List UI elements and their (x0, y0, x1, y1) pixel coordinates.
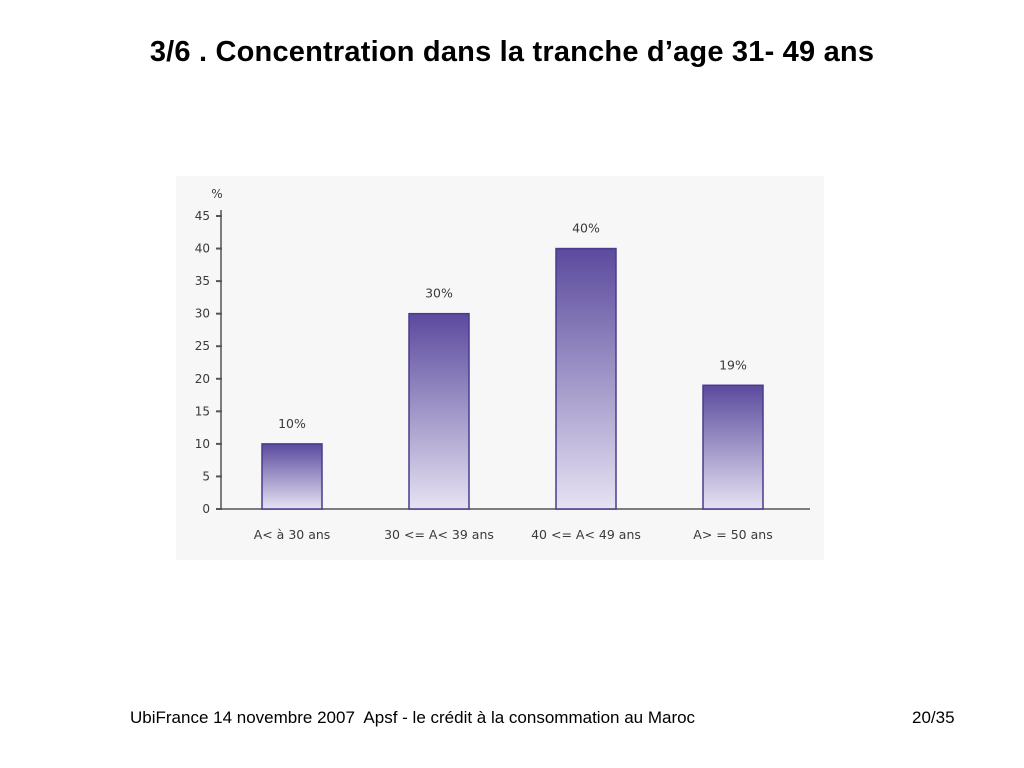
bar (408, 312, 470, 510)
bar (702, 384, 764, 510)
y-tick-label: 25 (195, 339, 210, 353)
y-tick-label: 30 (195, 307, 210, 321)
bar-value-label: 19% (719, 357, 747, 372)
chart-labels: 10% A< à 30 ans 30% 30 <= A< 39 ans 40% 40 <=… (254, 221, 773, 542)
y-tick-label: 20 (195, 372, 210, 386)
bar (261, 443, 323, 510)
y-tick-label: 5 (202, 469, 210, 483)
page-number: 20/35 (912, 708, 955, 727)
y-tick-label: 45 (195, 209, 210, 223)
y-tick-label: 10 (195, 437, 210, 451)
x-category-label: A< à 30 ans (254, 527, 331, 542)
y-tick-label: 40 (195, 242, 210, 256)
y-tick-label: 35 (195, 274, 210, 288)
bar (555, 247, 617, 510)
y-axis-unit-label: % (211, 187, 222, 201)
bar-value-label: 30% (425, 286, 453, 301)
bar-value-label: 40% (572, 221, 600, 236)
bar-chart: % 0 5 10 15 20 25 30 35 40 45 10% A< à 30 ans 30% 30 … (176, 176, 824, 560)
slide-title: 3/6 . Concentration dans la tranche d’ag… (149, 36, 875, 68)
y-tick-label: 0 (202, 502, 210, 516)
chart-canvas: % 0 5 10 15 20 25 30 35 40 45 10% A< à 30 ans 30% 30 … (195, 187, 810, 542)
y-tick-label: 15 (195, 404, 210, 418)
x-category-label: 40 <= A< 49 ans (531, 527, 641, 542)
slide-footer: UbiFrance 14 novembre 2007 Apsf - le cré… (130, 708, 696, 727)
x-category-label: A> = 50 ans (693, 527, 772, 542)
bar-value-label: 10% (278, 416, 306, 431)
chart-bars (261, 247, 764, 510)
x-category-label: 30 <= A< 39 ans (384, 527, 494, 542)
